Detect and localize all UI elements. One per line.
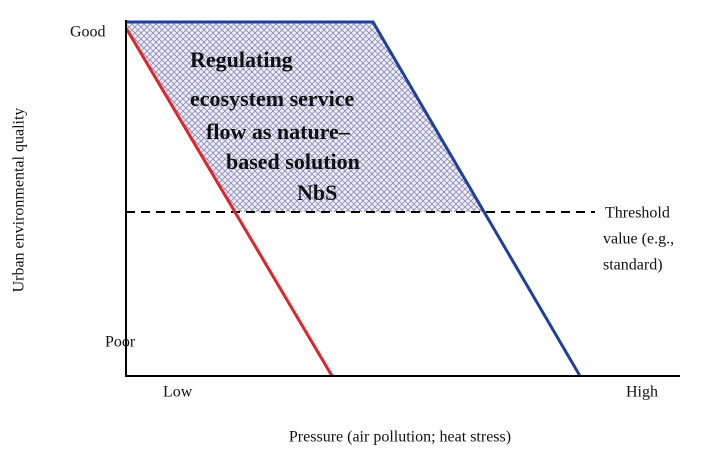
nbs-area <box>126 22 484 212</box>
area-text: based solution <box>226 149 360 174</box>
area-text: flow as nature– <box>206 119 351 144</box>
area-text: ecosystem service <box>190 86 355 111</box>
x-left-label: Low <box>163 384 193 401</box>
x-right-label: High <box>626 384 658 401</box>
x-axis-label: Pressure (air pollution; heat stress) <box>289 429 511 446</box>
area-text: Regulating <box>190 47 293 72</box>
blue-line <box>126 20 582 377</box>
threshold-text: standard) <box>603 257 663 274</box>
y-axis-label: Urban environmental quality <box>11 108 28 293</box>
threshold-text: value (e.g., <box>603 231 674 248</box>
red-line <box>124 27 334 377</box>
y-bottom-label: Poor <box>105 334 136 351</box>
threshold-text: Threshold <box>605 205 670 222</box>
area-text: NbS <box>297 180 337 205</box>
y-top-label: Good <box>70 24 106 41</box>
